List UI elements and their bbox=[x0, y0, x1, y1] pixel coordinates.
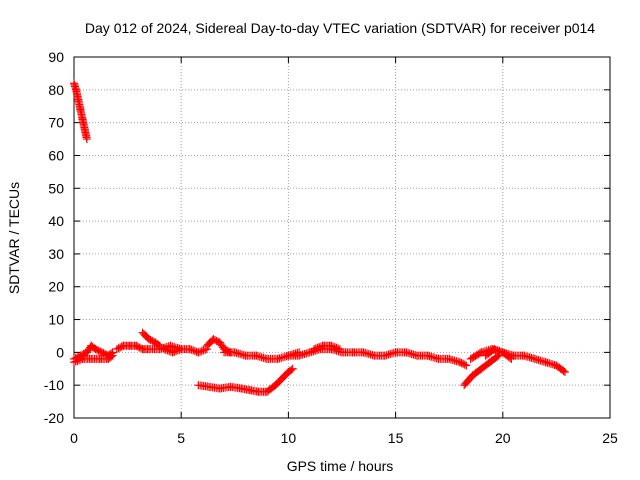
data-point bbox=[201, 345, 210, 354]
data-point bbox=[490, 345, 499, 354]
data-point bbox=[173, 346, 182, 355]
data-point bbox=[75, 356, 84, 365]
grid bbox=[74, 57, 610, 418]
data-point bbox=[175, 345, 184, 354]
data-point bbox=[559, 366, 568, 375]
data-point bbox=[505, 353, 514, 362]
data-point bbox=[172, 347, 181, 356]
data-point bbox=[196, 347, 205, 356]
data-point bbox=[76, 355, 85, 364]
data-point bbox=[495, 347, 504, 356]
data-track bbox=[194, 364, 297, 396]
y-tick-label: 90 bbox=[48, 49, 64, 65]
data-point bbox=[168, 348, 177, 357]
data-point bbox=[194, 348, 203, 357]
data-point bbox=[73, 356, 82, 365]
data-point bbox=[287, 365, 296, 374]
data-point bbox=[311, 344, 320, 353]
data-track bbox=[460, 351, 503, 390]
data-track bbox=[160, 345, 211, 357]
data-point bbox=[328, 342, 337, 351]
y-axis: -20 -10 0 10 20 30 40 50 60 70 80 90 bbox=[44, 49, 610, 426]
x-axis: 0 5 10 15 20 25 bbox=[70, 57, 618, 446]
data-track bbox=[70, 79, 91, 144]
y-tick-label: 10 bbox=[48, 312, 64, 328]
y-tick-label: 50 bbox=[48, 180, 64, 196]
data-point bbox=[313, 343, 322, 352]
data-point bbox=[460, 360, 469, 369]
data-track bbox=[481, 345, 516, 363]
data-point bbox=[475, 349, 484, 358]
data-point bbox=[170, 347, 179, 356]
data-point bbox=[163, 346, 172, 355]
data-point bbox=[560, 368, 569, 377]
data-track bbox=[70, 351, 117, 367]
data-point bbox=[507, 354, 516, 363]
y-tick-label: 40 bbox=[48, 213, 64, 229]
y-tick-label: 0 bbox=[56, 344, 64, 360]
data-points bbox=[70, 79, 569, 396]
x-tick-label: 5 bbox=[177, 430, 185, 446]
data-point bbox=[187, 345, 196, 354]
x-tick-label: 10 bbox=[281, 430, 297, 446]
data-point bbox=[334, 344, 343, 353]
data-point bbox=[165, 347, 174, 356]
data-point bbox=[330, 343, 339, 352]
data-point bbox=[315, 343, 324, 352]
y-tick-label: 80 bbox=[48, 82, 64, 98]
data-point bbox=[108, 351, 117, 360]
data-point bbox=[190, 347, 199, 356]
y-tick-label: 30 bbox=[48, 246, 64, 262]
data-point bbox=[310, 345, 319, 354]
y-tick-label: 20 bbox=[48, 279, 64, 295]
data-point bbox=[491, 345, 500, 354]
data-track bbox=[70, 341, 117, 363]
data-point bbox=[160, 345, 169, 354]
data-point bbox=[189, 346, 198, 355]
data-point bbox=[71, 357, 80, 366]
y-tick-label: -10 bbox=[44, 377, 64, 393]
y-tick-label: 60 bbox=[48, 147, 64, 163]
x-tick-label: 0 bbox=[70, 430, 78, 446]
data-point bbox=[82, 135, 91, 144]
data-point bbox=[107, 352, 116, 361]
plot-frame bbox=[73, 56, 611, 419]
y-axis-label: SDTVAR / TECUs bbox=[6, 182, 22, 294]
data-track bbox=[391, 348, 471, 370]
data-track bbox=[138, 328, 164, 350]
x-axis-label: GPS time / hours bbox=[287, 458, 394, 474]
data-point bbox=[462, 361, 471, 370]
x-tick-label: 20 bbox=[495, 430, 511, 446]
data-point bbox=[335, 345, 344, 354]
data-point bbox=[185, 345, 194, 354]
data-point bbox=[161, 345, 170, 354]
data-point bbox=[332, 343, 341, 352]
data-point bbox=[154, 340, 163, 349]
data-point bbox=[155, 341, 164, 350]
data-track bbox=[310, 341, 344, 354]
data-point bbox=[288, 364, 297, 373]
data-point bbox=[493, 346, 502, 355]
data-point bbox=[199, 346, 208, 355]
chart-title: Day 012 of 2024, Sidereal Day-to-day VTE… bbox=[85, 20, 595, 36]
y-tick-label: -20 bbox=[44, 410, 64, 426]
data-point bbox=[70, 358, 78, 367]
x-tick-label: 25 bbox=[602, 430, 618, 446]
y-tick-label: 70 bbox=[48, 115, 64, 131]
x-tick-label: 15 bbox=[388, 430, 404, 446]
data-point bbox=[197, 347, 206, 356]
data-point bbox=[316, 342, 325, 351]
data-point bbox=[327, 341, 336, 350]
